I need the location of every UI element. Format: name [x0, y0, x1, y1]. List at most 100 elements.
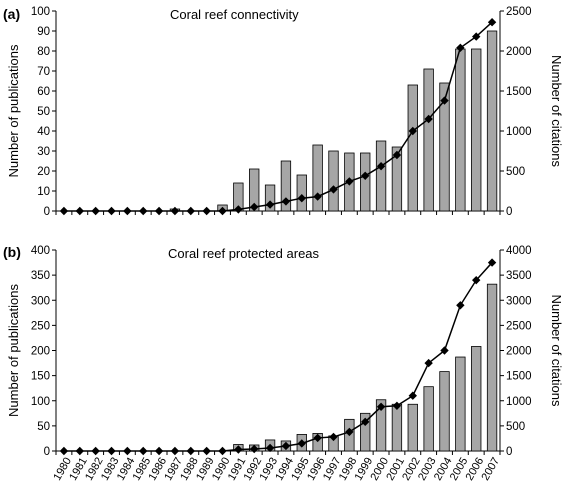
y-tick-label: 60: [37, 86, 50, 98]
bar: [264, 184, 276, 212]
citation-point: [487, 18, 497, 27]
y-tick-label: 150: [31, 371, 50, 383]
y-tick-label: 100: [31, 6, 50, 18]
citation-point: [392, 150, 402, 160]
y2-tick-label: 2000: [506, 346, 532, 358]
citation-point: [154, 206, 164, 216]
citation-point: [265, 443, 275, 453]
chart-title: Coral reef connectivity: [170, 7, 299, 22]
y-tick-label: 90: [37, 26, 50, 38]
citation-point: [107, 206, 116, 216]
bar: [407, 403, 418, 452]
y2-tick-label: 0: [506, 446, 512, 458]
bar: [391, 403, 403, 452]
y-tick-label: 400: [31, 245, 50, 257]
bar: [360, 412, 371, 452]
y-tick-label: 50: [37, 106, 50, 118]
y-tick-label: 50: [37, 421, 50, 433]
citation-point: [361, 171, 370, 180]
citation-point: [218, 206, 227, 216]
y-axis-label: Number of publications: [6, 44, 21, 177]
bar: [486, 283, 498, 452]
y-axis-label: Number of publications: [6, 284, 21, 417]
citation-point: [487, 258, 497, 267]
citation-point: [313, 192, 322, 201]
y2-tick-label: 500: [506, 421, 525, 433]
y-tick-label: 0: [44, 206, 50, 218]
citation-point: [376, 402, 386, 411]
citation-point: [75, 206, 84, 216]
y-tick-label: 200: [31, 346, 50, 358]
citation-point: [218, 446, 227, 456]
citation-point: [59, 206, 69, 216]
y2-axis-label: Number of citations: [549, 295, 564, 407]
y-tick-label: 70: [37, 66, 50, 78]
citation-point: [234, 205, 243, 214]
citation-point: [408, 391, 417, 400]
citation-point: [376, 162, 386, 171]
citation-point: [234, 445, 243, 454]
bar: [328, 150, 339, 212]
bar: [360, 152, 371, 212]
citation-point: [91, 446, 100, 456]
y2-tick-label: 1500: [506, 371, 532, 383]
citation-point: [123, 446, 132, 456]
citation-point: [313, 433, 322, 443]
bar: [391, 146, 403, 212]
y2-axis-label: Number of citations: [549, 55, 564, 167]
y2-tick-label: 500: [506, 166, 525, 178]
y2-tick-label: 0: [506, 206, 512, 218]
bar: [439, 371, 450, 452]
citation-point: [281, 197, 291, 206]
citation-point: [186, 206, 195, 216]
y2-tick-label: 1000: [506, 126, 532, 138]
citation-line: [63, 21, 493, 212]
citation-point: [472, 32, 481, 41]
bar: [471, 346, 482, 452]
chart-title: Coral reef protected areas: [168, 246, 320, 261]
citation-point: [281, 441, 291, 451]
y-tick-label: 80: [37, 46, 50, 58]
citation-point: [424, 114, 433, 124]
citation-point: [139, 446, 148, 456]
y2-tick-label: 2000: [506, 46, 532, 58]
y2-tick-label: 3500: [506, 270, 532, 282]
citation-point: [392, 401, 402, 410]
citation-point: [154, 446, 164, 456]
citation-point: [456, 301, 465, 310]
y-tick-label: 350: [31, 270, 50, 282]
bar: [375, 399, 387, 452]
citation-point: [408, 126, 417, 136]
citation-point: [250, 202, 259, 212]
citation-point: [265, 200, 275, 209]
citation-point: [250, 444, 259, 454]
citation-point: [107, 446, 116, 456]
citation-point: [202, 206, 211, 216]
y-tick-label: 30: [37, 146, 50, 158]
y2-tick-label: 4000: [506, 245, 532, 257]
citation-point: [472, 275, 481, 285]
bar: [486, 30, 498, 212]
citation-point: [345, 427, 354, 437]
citation-point: [202, 446, 211, 456]
bar: [455, 356, 466, 452]
citation-point: [170, 446, 180, 456]
bar: [471, 48, 482, 212]
y-tick-label: 40: [37, 126, 50, 138]
citation-point: [424, 358, 433, 368]
bar: [296, 174, 307, 212]
citation-point: [170, 206, 180, 216]
citation-point: [456, 43, 465, 52]
y-tick-label: 10: [37, 186, 50, 198]
bar: [439, 82, 450, 212]
bar: [280, 160, 292, 212]
citation-point: [75, 446, 84, 456]
bar: [455, 48, 466, 212]
citation-point: [139, 206, 148, 216]
citation-point: [297, 439, 306, 448]
bar: [375, 140, 387, 212]
y2-tick-label: 3000: [506, 295, 532, 307]
citation-point: [361, 417, 370, 427]
y2-tick-label: 1000: [506, 396, 532, 408]
citation-point: [59, 446, 69, 456]
